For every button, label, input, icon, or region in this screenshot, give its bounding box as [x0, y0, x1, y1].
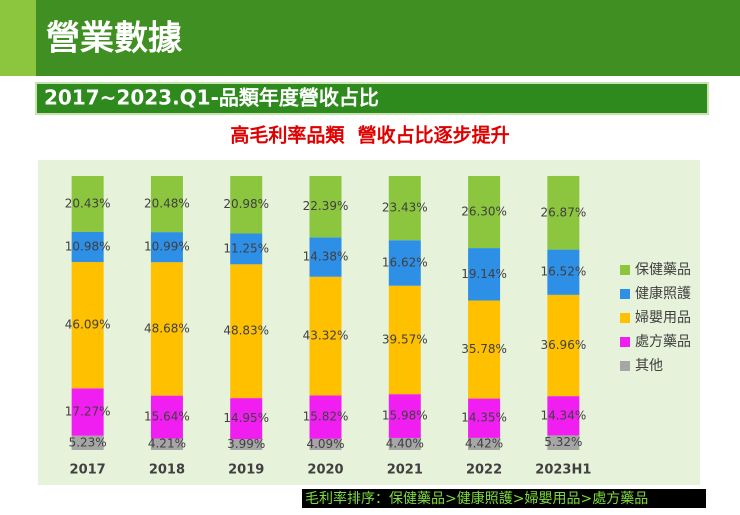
data-label: 14.38% [303, 250, 349, 264]
data-label: 11.25% [223, 241, 269, 255]
bar-segment [309, 395, 342, 439]
bar-segment [388, 394, 421, 438]
data-label: 16.52% [540, 265, 586, 279]
data-label: 15.82% [303, 410, 349, 424]
bar-segment [71, 435, 104, 450]
data-label: 14.95% [223, 411, 269, 425]
data-label: 20.43% [65, 196, 111, 210]
data-label: 48.68% [144, 321, 190, 335]
data-label: 4.21% [148, 437, 186, 451]
data-label: 16.62% [382, 255, 428, 269]
bar-segment [468, 398, 501, 438]
x-tick-label: 2018 [149, 463, 185, 478]
legend-swatch [620, 337, 630, 347]
bar-segment [468, 300, 501, 399]
subtitle-bar [35, 82, 709, 115]
legend-swatch [620, 361, 630, 371]
data-label: 20.98% [223, 197, 269, 211]
bar-segment [468, 248, 501, 301]
bar-segment [150, 232, 183, 263]
data-label: 5.23% [69, 435, 107, 449]
footnote: 毛利率排序：保健藥品>健康照護>婦嬰用品>處方藥品 [305, 490, 648, 507]
legend-label: 健康照護 [635, 285, 691, 302]
bar-segment [388, 240, 421, 286]
data-label: 17.27% [65, 405, 111, 419]
bar-segment [230, 398, 263, 440]
data-label: 5.32% [544, 435, 582, 449]
data-label: 26.30% [461, 205, 507, 219]
data-label: 26.87% [540, 205, 586, 219]
bar-segment [230, 439, 263, 450]
bar-segment [150, 438, 183, 450]
data-label: 36.96% [540, 338, 586, 352]
data-label: 39.57% [382, 332, 428, 346]
bar-segment [468, 437, 501, 450]
data-label: 10.99% [144, 240, 190, 254]
x-tick-label: 2019 [228, 463, 264, 478]
footnote-box [302, 489, 706, 508]
data-label: 48.83% [223, 324, 269, 338]
bar-segment [547, 435, 580, 450]
bar-segment [309, 438, 342, 450]
chart-title: 高毛利率品類 營收占比逐步提升 [230, 124, 509, 147]
legend-label: 處方藥品 [635, 334, 691, 350]
bar-segment [309, 276, 342, 396]
legend-swatch [620, 313, 630, 323]
bar-segment [71, 388, 104, 436]
plot-area [38, 160, 700, 485]
data-label: 43.32% [303, 329, 349, 343]
x-tick-label: 2022 [466, 463, 502, 478]
header-stripe [0, 0, 36, 76]
data-label: 23.43% [382, 201, 428, 215]
bar-segment [388, 437, 421, 450]
bar-segment [468, 176, 501, 249]
bar-segment [150, 395, 183, 439]
bar-segment [547, 249, 580, 295]
data-label: 10.98% [65, 240, 111, 254]
data-label: 4.40% [386, 436, 424, 450]
bar-segment [309, 237, 342, 277]
bar-segment [71, 176, 104, 232]
header-title: 營業數據 [46, 19, 183, 59]
data-label: 46.09% [65, 318, 111, 332]
data-label: 3.99% [227, 437, 265, 451]
data-label: 14.34% [540, 408, 586, 422]
bar-segment [388, 285, 421, 395]
data-label: 4.09% [306, 437, 344, 451]
legend-label: 其他 [635, 358, 663, 374]
legend-swatch [620, 265, 630, 275]
data-label: 15.98% [382, 409, 428, 423]
data-label: 19.14% [461, 267, 507, 281]
data-label: 35.78% [461, 342, 507, 356]
x-tick-label: 2020 [307, 463, 343, 478]
bar-segment [230, 233, 263, 265]
legend-swatch [620, 289, 630, 299]
legend-label: 婦嬰用品 [635, 309, 691, 326]
data-label: 14.35% [461, 411, 507, 425]
legend-label: 保健藥品 [635, 262, 691, 278]
bar-segment [547, 294, 580, 397]
header-bar [0, 0, 740, 76]
bar-segment [547, 396, 580, 436]
data-label: 4.42% [465, 436, 503, 450]
subtitle: 2017~2023.Q1-品類年度營收占比 [44, 86, 379, 110]
bar-segment [150, 262, 183, 396]
x-tick-label: 2023H1 [535, 463, 591, 478]
data-label: 22.39% [303, 199, 349, 213]
bar-segment [150, 176, 183, 233]
bar-segment [71, 262, 104, 389]
data-label: 15.64% [144, 410, 190, 424]
data-label: 20.48% [144, 197, 190, 211]
x-tick-label: 2017 [70, 463, 106, 478]
bar-segment [71, 231, 104, 263]
bar-segment [388, 176, 421, 241]
bar-segment [547, 175, 580, 250]
bar-segment [230, 176, 263, 234]
bar-segment [309, 176, 342, 238]
bar-segment [230, 264, 263, 399]
x-tick-label: 2021 [387, 463, 423, 478]
